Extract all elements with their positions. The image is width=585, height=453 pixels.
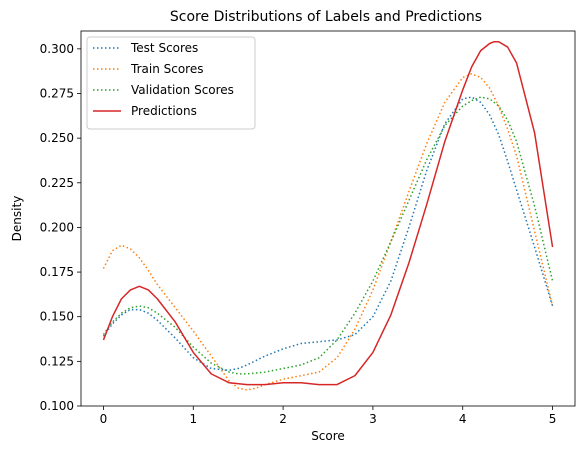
chart-title: Score Distributions of Labels and Predic… <box>170 9 482 25</box>
y-tick-label: 0.150 <box>40 310 74 324</box>
series-line-4 <box>102 40 554 386</box>
x-tick-label: 5 <box>549 412 557 426</box>
legend-label: Train Scores <box>130 62 203 76</box>
legend-label: Validation Scores <box>131 83 234 97</box>
series-line-3 <box>102 96 554 375</box>
series-line-2 <box>102 73 554 391</box>
x-tick-label: 0 <box>100 412 108 426</box>
y-tick-label: 0.250 <box>40 131 74 145</box>
x-tick-label: 1 <box>189 412 197 426</box>
y-tick-label: 0.175 <box>40 265 74 279</box>
x-axis-label: Score <box>311 429 345 443</box>
y-tick-label: 0.275 <box>40 87 74 101</box>
y-tick-label: 0.125 <box>40 354 74 368</box>
legend-label: Predictions <box>131 104 197 118</box>
legend-label: Test Scores <box>130 41 198 55</box>
y-axis-ticks: 0.100 0.125 0.150 0.175 0.200 0.225 0.250 0.275… <box>40 42 81 413</box>
x-tick-label: 3 <box>369 412 377 426</box>
y-tick-label: 0.225 <box>40 176 74 190</box>
plot-frame <box>80 30 576 407</box>
legend-box <box>86 36 256 130</box>
y-axis-label: Density <box>10 196 24 242</box>
plot-area <box>80 30 576 407</box>
series-layer <box>102 40 554 391</box>
y-tick-label: 0.200 <box>40 220 74 234</box>
x-axis-ticks: 0 1 2 3 4 5 <box>100 406 557 426</box>
y-tick-label: 0.300 <box>40 42 74 56</box>
legend: Test Scores Train Scores Validation Scores… <box>86 36 256 130</box>
x-tick-label: 2 <box>279 412 287 426</box>
series-line-1 <box>102 96 554 372</box>
x-tick-label: 4 <box>459 412 467 426</box>
y-tick-label: 0.100 <box>40 399 74 413</box>
